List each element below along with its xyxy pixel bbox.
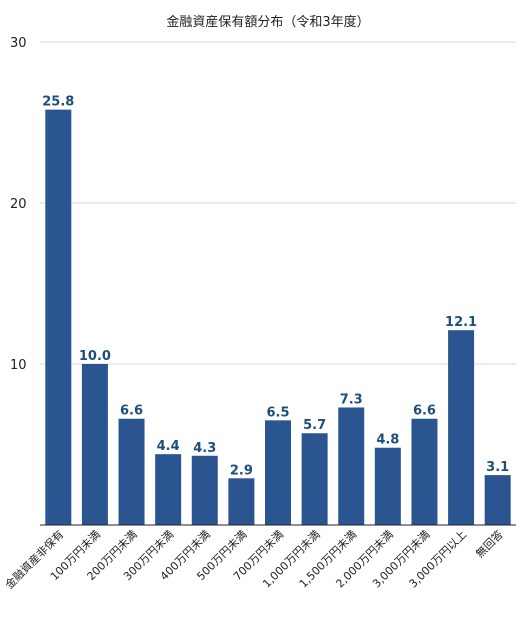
- data-label: 4.3: [193, 441, 216, 456]
- x-axis-ticks: 金融資産非保有100万円未満200万円未満300万円未満400万円未満500万円…: [2, 527, 506, 591]
- y-tick-label: 10: [10, 358, 27, 373]
- bar: [338, 407, 365, 525]
- bars: [45, 109, 511, 526]
- y-axis-ticks: 10 20 30: [10, 36, 27, 373]
- bar: [81, 364, 108, 525]
- bar: [228, 478, 255, 525]
- data-labels: 25.8 10.0 6.6 4.4 4.3 2.9 6.5 5.7 7.3 4.8 6.6 12.1 3…: [42, 95, 509, 479]
- data-label: 2.9: [230, 463, 253, 478]
- chart-title: 金融資産保有額分布（令和3年度）: [166, 14, 369, 30]
- data-label: 6.5: [266, 405, 289, 420]
- data-label: 25.8: [42, 95, 74, 110]
- data-label: 5.7: [303, 418, 326, 433]
- data-label: 7.3: [340, 392, 363, 407]
- bar: [448, 330, 475, 525]
- bar: [155, 454, 182, 525]
- y-tick-label: 20: [10, 197, 27, 212]
- data-label: 3.1: [486, 460, 509, 475]
- bar: [374, 447, 401, 525]
- bar: [411, 418, 438, 525]
- bar: [301, 433, 328, 525]
- bar: [265, 420, 291, 525]
- gridlines: [40, 41, 516, 365]
- data-label: 6.6: [120, 404, 143, 419]
- data-label: 6.6: [413, 404, 436, 419]
- data-label: 10.0: [79, 349, 111, 364]
- data-label: 12.1: [445, 315, 477, 330]
- bar: [45, 109, 72, 526]
- data-label: 4.8: [376, 433, 399, 448]
- x-tick-label: 無回答: [473, 527, 506, 560]
- y-tick-label: 30: [10, 36, 27, 51]
- bar: [191, 455, 218, 525]
- bar: [484, 475, 511, 525]
- data-label: 4.4: [157, 439, 180, 454]
- bar: [118, 418, 145, 525]
